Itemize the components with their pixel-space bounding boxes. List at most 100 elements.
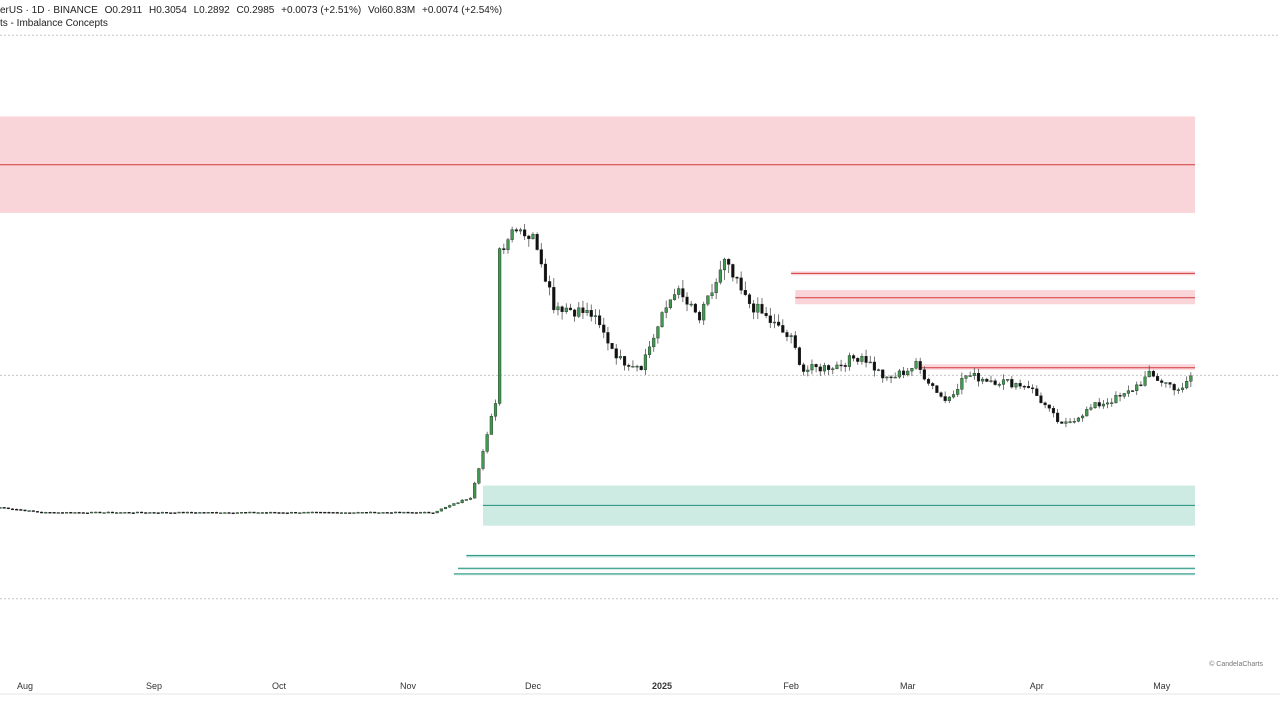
candle-body-down bbox=[743, 290, 747, 295]
candle bbox=[877, 368, 881, 372]
candle-body-up bbox=[90, 511, 94, 514]
candle-body-down bbox=[543, 263, 548, 282]
candle-body-up bbox=[722, 258, 727, 271]
candle-body-up bbox=[789, 335, 793, 337]
candle-body-up bbox=[893, 376, 897, 379]
candle bbox=[872, 356, 876, 377]
candle bbox=[1006, 379, 1010, 383]
candle bbox=[560, 305, 564, 320]
candle bbox=[881, 369, 885, 383]
candle-body-down bbox=[314, 511, 319, 514]
candle bbox=[747, 292, 752, 309]
candle-body-down bbox=[752, 303, 756, 313]
candle bbox=[568, 303, 572, 311]
candle bbox=[614, 344, 618, 365]
candle-body-up bbox=[223, 512, 227, 514]
candle-body-up bbox=[160, 512, 164, 514]
candle bbox=[668, 299, 672, 310]
candle-body-up bbox=[506, 239, 510, 250]
candle-body-down bbox=[273, 511, 277, 514]
candle bbox=[273, 511, 277, 514]
candle bbox=[1139, 381, 1143, 387]
candle bbox=[581, 300, 585, 319]
candle bbox=[327, 511, 331, 514]
candle bbox=[797, 346, 802, 366]
candle bbox=[2, 507, 6, 509]
candle-body-down bbox=[264, 512, 269, 514]
candle bbox=[69, 511, 73, 514]
candle bbox=[610, 342, 614, 350]
candle bbox=[1143, 371, 1147, 387]
candle-body-up bbox=[897, 370, 901, 378]
candle-body-down bbox=[414, 512, 418, 514]
candle-body-down bbox=[1172, 384, 1176, 391]
candle bbox=[452, 503, 456, 506]
candle-body-down bbox=[319, 511, 323, 514]
candle bbox=[960, 372, 964, 395]
candle-body-up bbox=[344, 512, 348, 514]
candle-body-up bbox=[806, 369, 810, 372]
candle-body-up bbox=[968, 375, 972, 377]
candle bbox=[85, 512, 89, 514]
candle-body-up bbox=[198, 512, 202, 514]
candle-body-up bbox=[972, 373, 976, 376]
candle-body-down bbox=[35, 511, 40, 513]
candle-body-up bbox=[531, 234, 535, 240]
candle bbox=[531, 232, 535, 240]
candle-body-up bbox=[1085, 409, 1089, 417]
candle-body-down bbox=[935, 385, 939, 393]
candle-body-up bbox=[989, 380, 993, 382]
candle bbox=[156, 512, 160, 514]
candle bbox=[598, 309, 602, 329]
candle-body-down bbox=[685, 296, 689, 305]
x-tick-label: Nov bbox=[400, 681, 417, 691]
candle-body-up bbox=[1189, 375, 1193, 382]
candle bbox=[706, 295, 710, 307]
candle bbox=[577, 301, 581, 319]
candle bbox=[189, 511, 194, 514]
indicator-label: ts - Imbalance Concepts bbox=[0, 18, 108, 29]
candle-body-up bbox=[822, 365, 826, 372]
candle bbox=[164, 511, 169, 514]
candle bbox=[244, 512, 248, 514]
candle-body-down bbox=[294, 512, 298, 514]
candle bbox=[269, 511, 273, 514]
candle-body-up bbox=[394, 511, 398, 514]
candle bbox=[552, 278, 556, 314]
candle-body-up bbox=[418, 511, 423, 514]
candle-body-up bbox=[956, 389, 960, 395]
candle-body-up bbox=[910, 368, 914, 372]
candle bbox=[15, 508, 19, 511]
candle-body-down bbox=[781, 325, 785, 333]
candle bbox=[319, 511, 323, 514]
candle-body-up bbox=[65, 512, 69, 514]
candle-body-down bbox=[1010, 379, 1014, 388]
volume-value: Vol60.83M bbox=[367, 5, 416, 16]
candle bbox=[918, 357, 922, 374]
candle-body-up bbox=[877, 369, 881, 371]
candle-body-down bbox=[1097, 402, 1101, 407]
candle-body-up bbox=[1185, 381, 1189, 389]
candle bbox=[344, 512, 348, 514]
candle-body-up bbox=[756, 303, 760, 313]
candle bbox=[831, 366, 835, 375]
candle bbox=[922, 366, 926, 381]
candle-body-down bbox=[1018, 383, 1022, 387]
candle-body-up bbox=[1110, 402, 1114, 404]
candle-body-down bbox=[2, 507, 6, 509]
candle-body-down bbox=[939, 392, 943, 397]
candle bbox=[752, 300, 756, 320]
candle bbox=[989, 375, 993, 383]
candle-body-down bbox=[697, 311, 702, 321]
candle-body-up bbox=[148, 512, 152, 514]
candle-body-down bbox=[614, 348, 618, 359]
chart-legend: erUS · 1D · BINANCE O0.2911 H0.3054 L0.2… bbox=[0, 4, 506, 30]
candle-body-up bbox=[235, 512, 239, 514]
candle bbox=[660, 311, 664, 328]
candle bbox=[473, 481, 477, 499]
candle-body-down bbox=[760, 303, 764, 314]
candle bbox=[356, 511, 360, 514]
candle bbox=[1164, 382, 1168, 388]
candle bbox=[389, 512, 393, 514]
